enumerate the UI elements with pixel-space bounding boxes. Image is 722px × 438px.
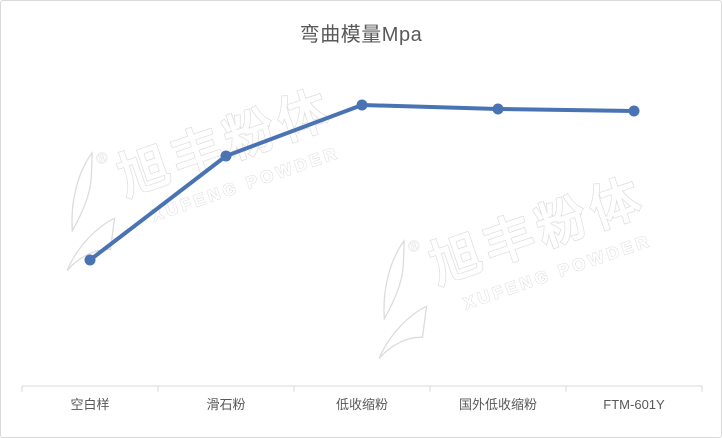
data-point-marker xyxy=(220,150,232,162)
x-axis-label: 滑石粉 xyxy=(206,397,246,412)
data-point-marker xyxy=(356,99,368,111)
data-point-marker xyxy=(492,103,504,115)
data-line xyxy=(88,103,636,262)
x-axis-label: FTM-601Y xyxy=(603,397,665,412)
x-axis-label: 低收缩粉 xyxy=(335,397,388,412)
x-axis-label: 国外低收缩粉 xyxy=(458,397,537,412)
data-point-marker xyxy=(84,254,96,266)
data-point-marker xyxy=(628,105,640,117)
x-axis-label: 空白样 xyxy=(70,397,110,412)
chart-title: 弯曲模量Mpa xyxy=(299,24,423,46)
